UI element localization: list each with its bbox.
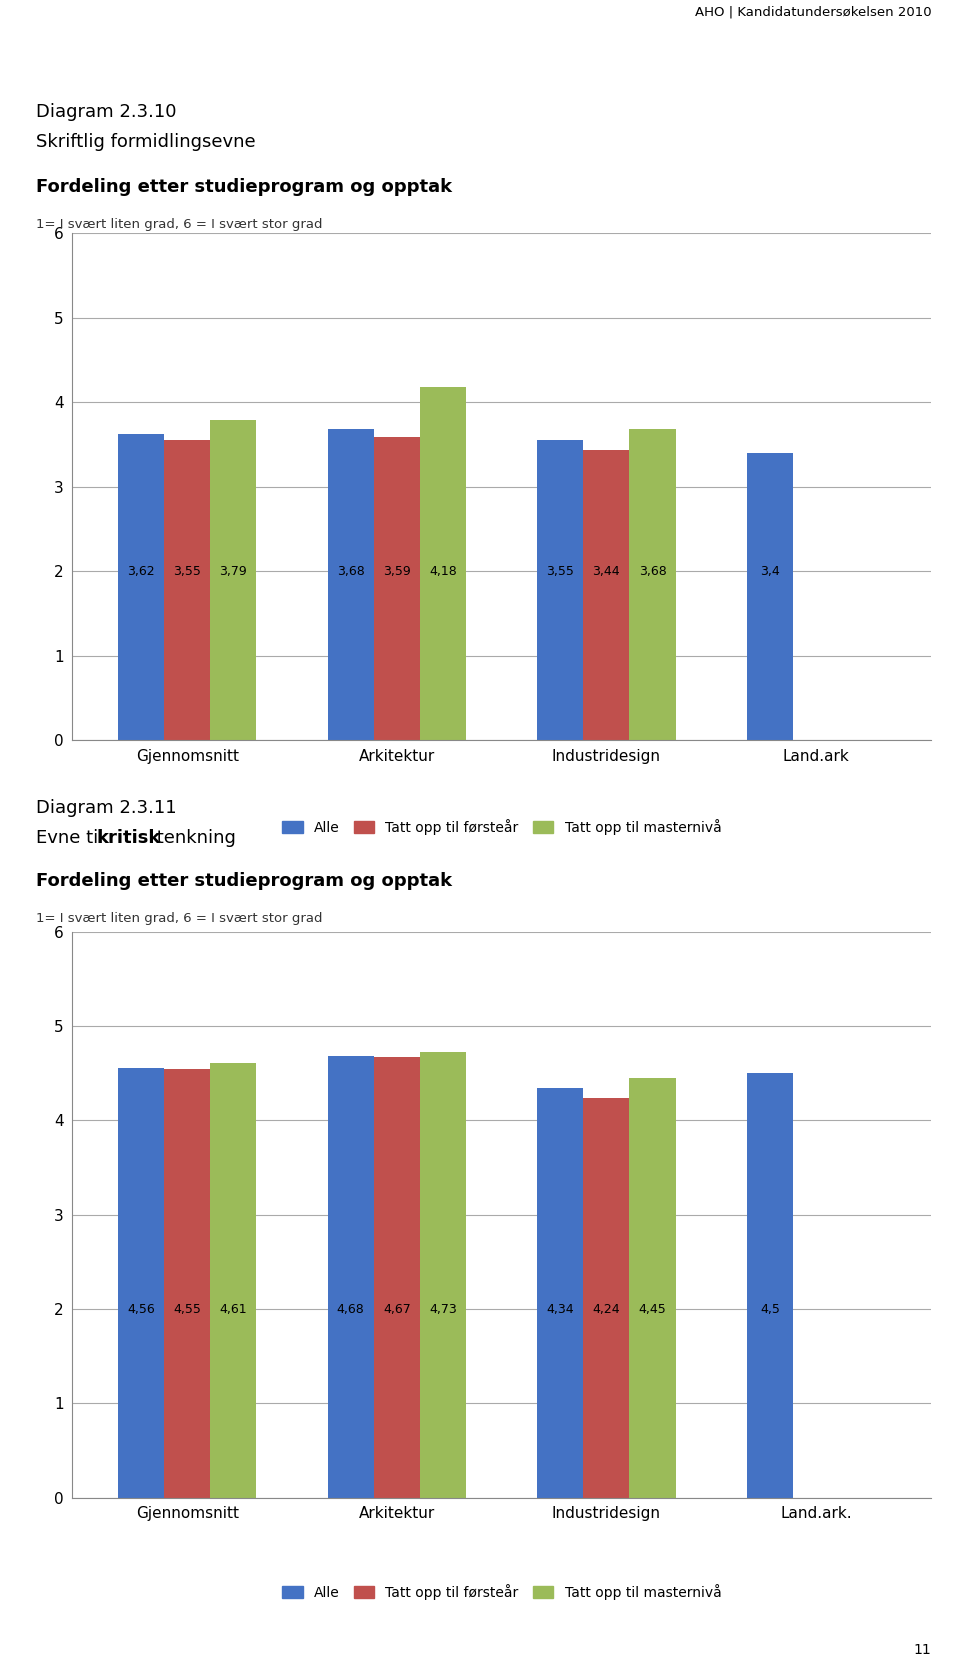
Bar [584, 449, 630, 740]
Text: 4,56: 4,56 [128, 1303, 155, 1316]
Bar [538, 1088, 584, 1498]
Text: 3,4: 3,4 [760, 564, 780, 577]
Text: 4,5: 4,5 [760, 1303, 780, 1316]
Text: 3,44: 3,44 [592, 564, 620, 577]
Bar [538, 441, 584, 740]
Text: 4,67: 4,67 [383, 1303, 411, 1316]
Text: tenkning: tenkning [151, 829, 235, 847]
Text: 3,55: 3,55 [174, 564, 202, 577]
Legend: Alle, Tatt opp til førsteår, Tatt opp til masternivå: Alle, Tatt opp til førsteår, Tatt opp ti… [276, 1577, 727, 1606]
Text: 11: 11 [914, 1644, 931, 1657]
Bar [327, 429, 373, 740]
Bar [420, 1052, 466, 1498]
Text: 3,55: 3,55 [546, 564, 574, 577]
Bar [747, 1073, 793, 1498]
Text: 4,24: 4,24 [592, 1303, 620, 1316]
Bar [118, 434, 164, 740]
Text: AHO | Kandidatundersøkelsen 2010: AHO | Kandidatundersøkelsen 2010 [695, 5, 931, 18]
Text: 1= I svært liten grad, 6 = I svært stor grad: 1= I svært liten grad, 6 = I svært stor … [36, 912, 323, 925]
Text: 3,62: 3,62 [128, 564, 155, 577]
Text: 4,18: 4,18 [429, 564, 457, 577]
Text: 4,34: 4,34 [546, 1303, 574, 1316]
Text: 4,73: 4,73 [429, 1303, 457, 1316]
Bar [747, 453, 793, 740]
Bar [630, 429, 676, 740]
Bar [164, 441, 210, 740]
Text: 3,68: 3,68 [337, 564, 365, 577]
Text: 4,45: 4,45 [638, 1303, 666, 1316]
Bar [327, 1057, 373, 1498]
Text: 3,79: 3,79 [220, 564, 248, 577]
Text: 3,68: 3,68 [638, 564, 666, 577]
Text: 4,68: 4,68 [337, 1303, 365, 1316]
Text: kritisk: kritisk [96, 829, 160, 847]
Text: Skriftlig formidlingsevne: Skriftlig formidlingsevne [36, 133, 256, 151]
Text: 3,59: 3,59 [383, 564, 411, 577]
Text: Fordeling etter studieprogram og opptak: Fordeling etter studieprogram og opptak [36, 178, 452, 196]
Bar [210, 1063, 256, 1498]
Text: 4,61: 4,61 [220, 1303, 247, 1316]
Bar [584, 1098, 630, 1498]
Bar [210, 419, 256, 740]
Text: Evne til: Evne til [36, 829, 109, 847]
Text: 1= I svært liten grad, 6 = I svært stor grad: 1= I svært liten grad, 6 = I svært stor … [36, 218, 323, 231]
Text: Diagram 2.3.10: Diagram 2.3.10 [36, 103, 177, 121]
Bar [118, 1068, 164, 1498]
Text: Diagram 2.3.11: Diagram 2.3.11 [36, 799, 177, 817]
Bar [373, 438, 420, 740]
Text: 4,55: 4,55 [174, 1303, 202, 1316]
Bar [373, 1057, 420, 1498]
Bar [420, 388, 466, 740]
Legend: Alle, Tatt opp til førsteår, Tatt opp til masternivå: Alle, Tatt opp til førsteår, Tatt opp ti… [276, 814, 727, 840]
Bar [164, 1068, 210, 1498]
Bar [630, 1078, 676, 1498]
Text: Fordeling etter studieprogram og opptak: Fordeling etter studieprogram og opptak [36, 872, 452, 890]
